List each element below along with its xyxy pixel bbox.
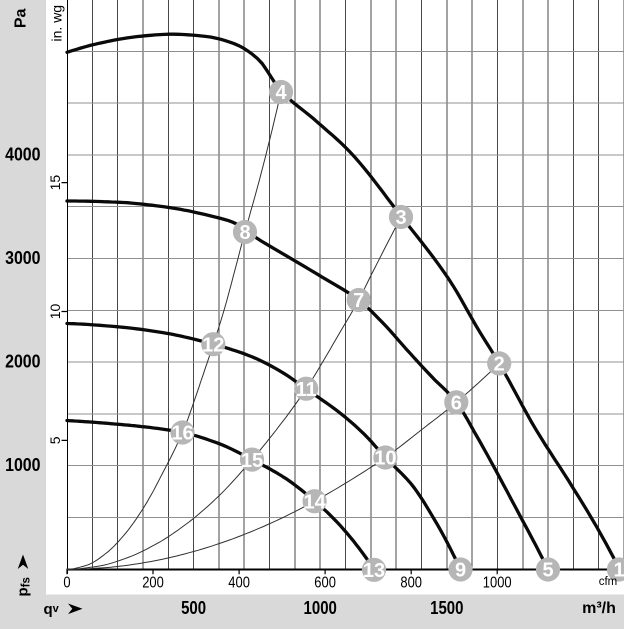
svg-text:10: 10	[47, 304, 63, 320]
svg-text:3: 3	[395, 207, 406, 229]
svg-text:1500: 1500	[430, 598, 463, 618]
svg-text:10: 10	[374, 448, 396, 470]
svg-text:8: 8	[239, 222, 250, 244]
svg-text:12: 12	[202, 334, 224, 356]
svg-text:3000: 3000	[5, 248, 40, 268]
svg-text:400: 400	[228, 574, 250, 591]
svg-text:500: 500	[181, 598, 206, 618]
svg-text:200: 200	[142, 574, 164, 591]
svg-text:800: 800	[400, 574, 422, 591]
svg-text:14: 14	[303, 491, 326, 513]
svg-text:7: 7	[353, 290, 364, 312]
svg-text:1000: 1000	[483, 574, 512, 591]
svg-text:600: 600	[314, 574, 336, 591]
svg-text:13: 13	[363, 560, 385, 582]
svg-text:1000: 1000	[5, 455, 40, 475]
svg-text:1: 1	[613, 560, 624, 582]
svg-text:in. wg: in. wg	[49, 5, 65, 42]
svg-text:qv: qv	[44, 601, 60, 618]
svg-text:5: 5	[47, 436, 63, 444]
svg-text:4: 4	[275, 82, 287, 104]
svg-text:m³/h: m³/h	[582, 600, 616, 617]
svg-text:15: 15	[47, 175, 63, 191]
svg-text:0: 0	[63, 574, 70, 591]
svg-text:6: 6	[451, 393, 462, 415]
svg-text:Pa: Pa	[12, 9, 29, 29]
svg-text:9: 9	[455, 560, 466, 582]
svg-text:4000: 4000	[5, 144, 40, 164]
svg-text:cfm: cfm	[599, 576, 618, 588]
svg-text:11: 11	[296, 379, 317, 401]
svg-text:16: 16	[171, 423, 193, 445]
svg-text:5: 5	[542, 560, 553, 582]
svg-text:2: 2	[494, 354, 505, 376]
svg-text:1000: 1000	[304, 598, 337, 618]
svg-text:15: 15	[241, 450, 263, 472]
svg-text:2000: 2000	[5, 352, 40, 372]
